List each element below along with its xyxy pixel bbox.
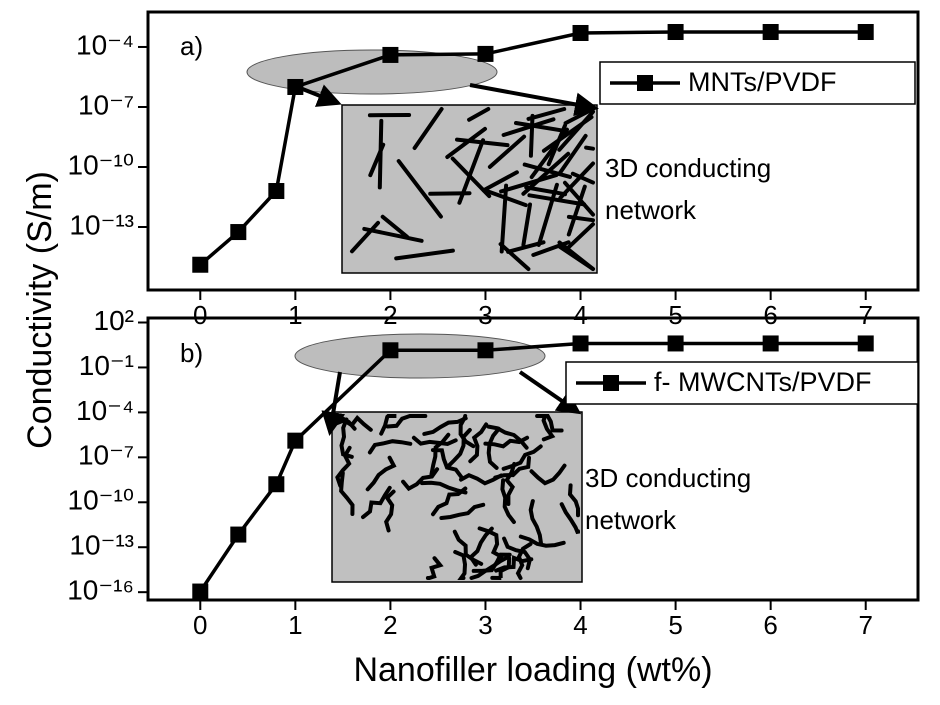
marker [477, 46, 493, 62]
x-tick-label: 5 [668, 300, 682, 330]
marker [763, 335, 779, 351]
y-axis-label: Conductivity (S/m) [21, 171, 59, 449]
legend-label: MNTs/PVDF [688, 67, 837, 97]
marker [382, 342, 398, 358]
annotation: network [605, 195, 697, 225]
annotation: 3D conducting [605, 153, 771, 183]
marker [858, 335, 874, 351]
marker [192, 584, 208, 600]
highlight-ellipse [295, 334, 545, 378]
inset-fiber [380, 121, 382, 187]
marker [573, 25, 589, 41]
x-tick-label: 0 [193, 610, 207, 640]
y-tick-label: 10⁻¹³ [69, 209, 134, 240]
annotation: network [585, 505, 677, 535]
marker [287, 79, 303, 95]
legend-label: f- MWCNTs/PVDF [654, 367, 871, 397]
marker [763, 24, 779, 40]
marker [858, 24, 874, 40]
legend-marker [637, 75, 653, 91]
chart: Conductivity (S/m) Nanofiller loading (w… [0, 0, 940, 700]
y-tick-label: 10⁻¹ [79, 350, 134, 381]
x-tick-label: 1 [288, 610, 302, 640]
marker [477, 342, 493, 358]
y-tick-label: 10⁻⁴ [76, 29, 134, 60]
x-tick-label: 6 [763, 300, 777, 330]
highlight-ellipse [247, 50, 497, 94]
x-tick-label: 7 [858, 610, 872, 640]
panel-label: b) [180, 338, 203, 368]
marker [382, 47, 398, 63]
y-tick-label: 10² [94, 305, 134, 336]
marker [268, 476, 284, 492]
page: Conductivity (S/m) Nanofiller loading (w… [0, 0, 940, 705]
x-tick-label: 2 [383, 300, 397, 330]
marker [668, 24, 684, 40]
marker [668, 335, 684, 351]
marker [573, 335, 589, 351]
y-tick-label: 10⁻¹⁰ [68, 485, 134, 516]
x-axis-label: Nanofiller loading (wt%) [353, 651, 712, 689]
y-tick-label: 10⁻¹⁰ [68, 149, 134, 180]
inset-fiber [586, 148, 593, 149]
inset-fiber [531, 116, 533, 156]
x-tick-label: 4 [573, 610, 587, 640]
x-tick-label: 6 [763, 610, 777, 640]
y-tick-label: 10⁻¹⁶ [67, 575, 134, 606]
marker [192, 257, 208, 273]
x-tick-label: 1 [288, 300, 302, 330]
marker [230, 224, 246, 240]
marker [230, 527, 246, 543]
annotation: 3D conducting [585, 463, 751, 493]
marker [287, 433, 303, 449]
x-tick-label: 3 [478, 610, 492, 640]
x-tick-label: 4 [573, 300, 587, 330]
x-tick-label: 2 [383, 610, 397, 640]
x-tick-label: 0 [193, 300, 207, 330]
y-tick-label: 10⁻¹³ [69, 530, 134, 561]
y-tick-label: 10⁻⁷ [78, 89, 134, 120]
y-tick-label: 10⁻⁴ [76, 395, 134, 426]
y-tick-label: 10⁻⁷ [78, 440, 134, 471]
marker [268, 183, 284, 199]
x-tick-label: 3 [478, 300, 492, 330]
panel-label: a) [180, 31, 203, 61]
x-tick-label: 5 [668, 610, 682, 640]
legend-marker [603, 375, 619, 391]
x-tick-label: 7 [858, 300, 872, 330]
